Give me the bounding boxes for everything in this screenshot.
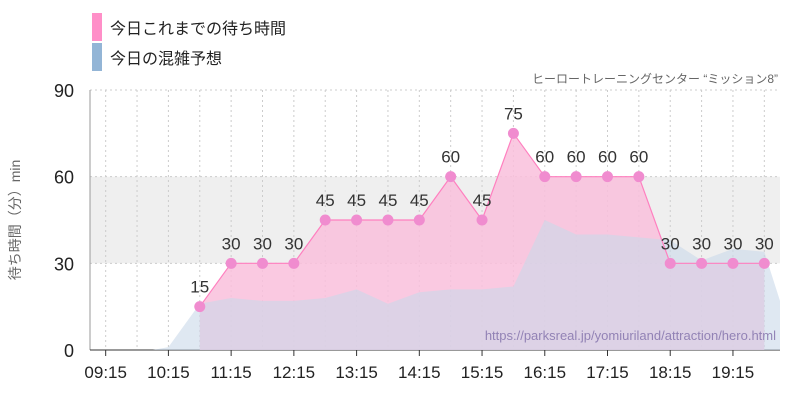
x-tick-label: 15:15 (461, 363, 504, 382)
y-axis-label: 待ち時間（分）min (7, 160, 23, 281)
data-point (507, 127, 519, 139)
x-tick-label: 11:15 (210, 363, 251, 382)
data-label: 30 (253, 234, 272, 253)
data-label: 30 (692, 234, 711, 253)
data-point (727, 257, 739, 269)
data-point (382, 214, 394, 226)
source-url-watermark: https://parksreal.jp/yomiuriland/attract… (484, 328, 776, 343)
data-point (633, 171, 645, 183)
data-point (225, 257, 237, 269)
data-point (257, 257, 268, 269)
data-point (602, 171, 613, 183)
series-forecast-area (90, 220, 780, 350)
x-tick-label: 09:15 (84, 363, 127, 382)
data-label: 30 (284, 234, 303, 253)
data-label: 60 (535, 148, 554, 167)
legend-item-actual: 今日これまでの待ち時間 (92, 12, 286, 42)
data-point (319, 214, 331, 226)
x-tick-label: 16:15 (523, 363, 566, 382)
data-label: 75 (504, 104, 523, 123)
legend-item-forecast: 今日の混雑予想 (92, 42, 286, 72)
x-tick-label: 12:15 (273, 363, 316, 382)
legend-swatch-actual (92, 13, 102, 41)
y-tick-label: 60 (54, 168, 74, 188)
data-point (696, 257, 708, 269)
data-point (194, 301, 206, 313)
y-tick-label: 0 (64, 341, 74, 361)
data-label: 45 (410, 191, 429, 210)
data-point (664, 257, 676, 269)
data-point (445, 171, 457, 183)
data-label: 60 (598, 148, 617, 167)
data-label: 45 (316, 191, 335, 210)
data-point (288, 257, 300, 269)
data-label: 45 (378, 191, 397, 210)
x-tick-label: 14:15 (398, 363, 441, 382)
chart-subtitle: ヒーロートレーニングセンター “ミッション8” (531, 72, 778, 86)
legend-label-forecast: 今日の混雑予想 (110, 49, 223, 68)
data-label: 45 (473, 191, 492, 210)
x-tick-label: 18:15 (649, 363, 692, 382)
data-label: 15 (190, 278, 209, 297)
x-tick-label: 19:15 (712, 363, 755, 382)
y-tick-label: 90 (54, 81, 74, 101)
data-label: 60 (567, 148, 586, 167)
legend-swatch-forecast (92, 43, 102, 71)
data-point (570, 171, 582, 183)
legend-label-actual: 今日これまでの待ち時間 (110, 19, 287, 38)
x-tick-label: 13:15 (335, 363, 378, 382)
x-tick-label: 17:15 (586, 363, 629, 382)
data-label: 60 (441, 148, 460, 167)
data-label: 60 (629, 148, 648, 167)
y-tick-label: 30 (54, 254, 74, 274)
data-label: 30 (723, 234, 742, 253)
data-point (758, 257, 770, 269)
data-point (476, 214, 488, 226)
data-label: 30 (222, 234, 241, 253)
legend: 今日これまでの待ち時間 今日の混雑予想 (92, 12, 286, 72)
x-tick-label: 10:15 (147, 363, 190, 382)
data-point (351, 214, 363, 226)
data-label: 30 (661, 234, 680, 253)
data-point (539, 171, 551, 183)
data-label: 45 (347, 191, 366, 210)
data-label: 30 (755, 234, 774, 253)
data-point (413, 214, 425, 226)
